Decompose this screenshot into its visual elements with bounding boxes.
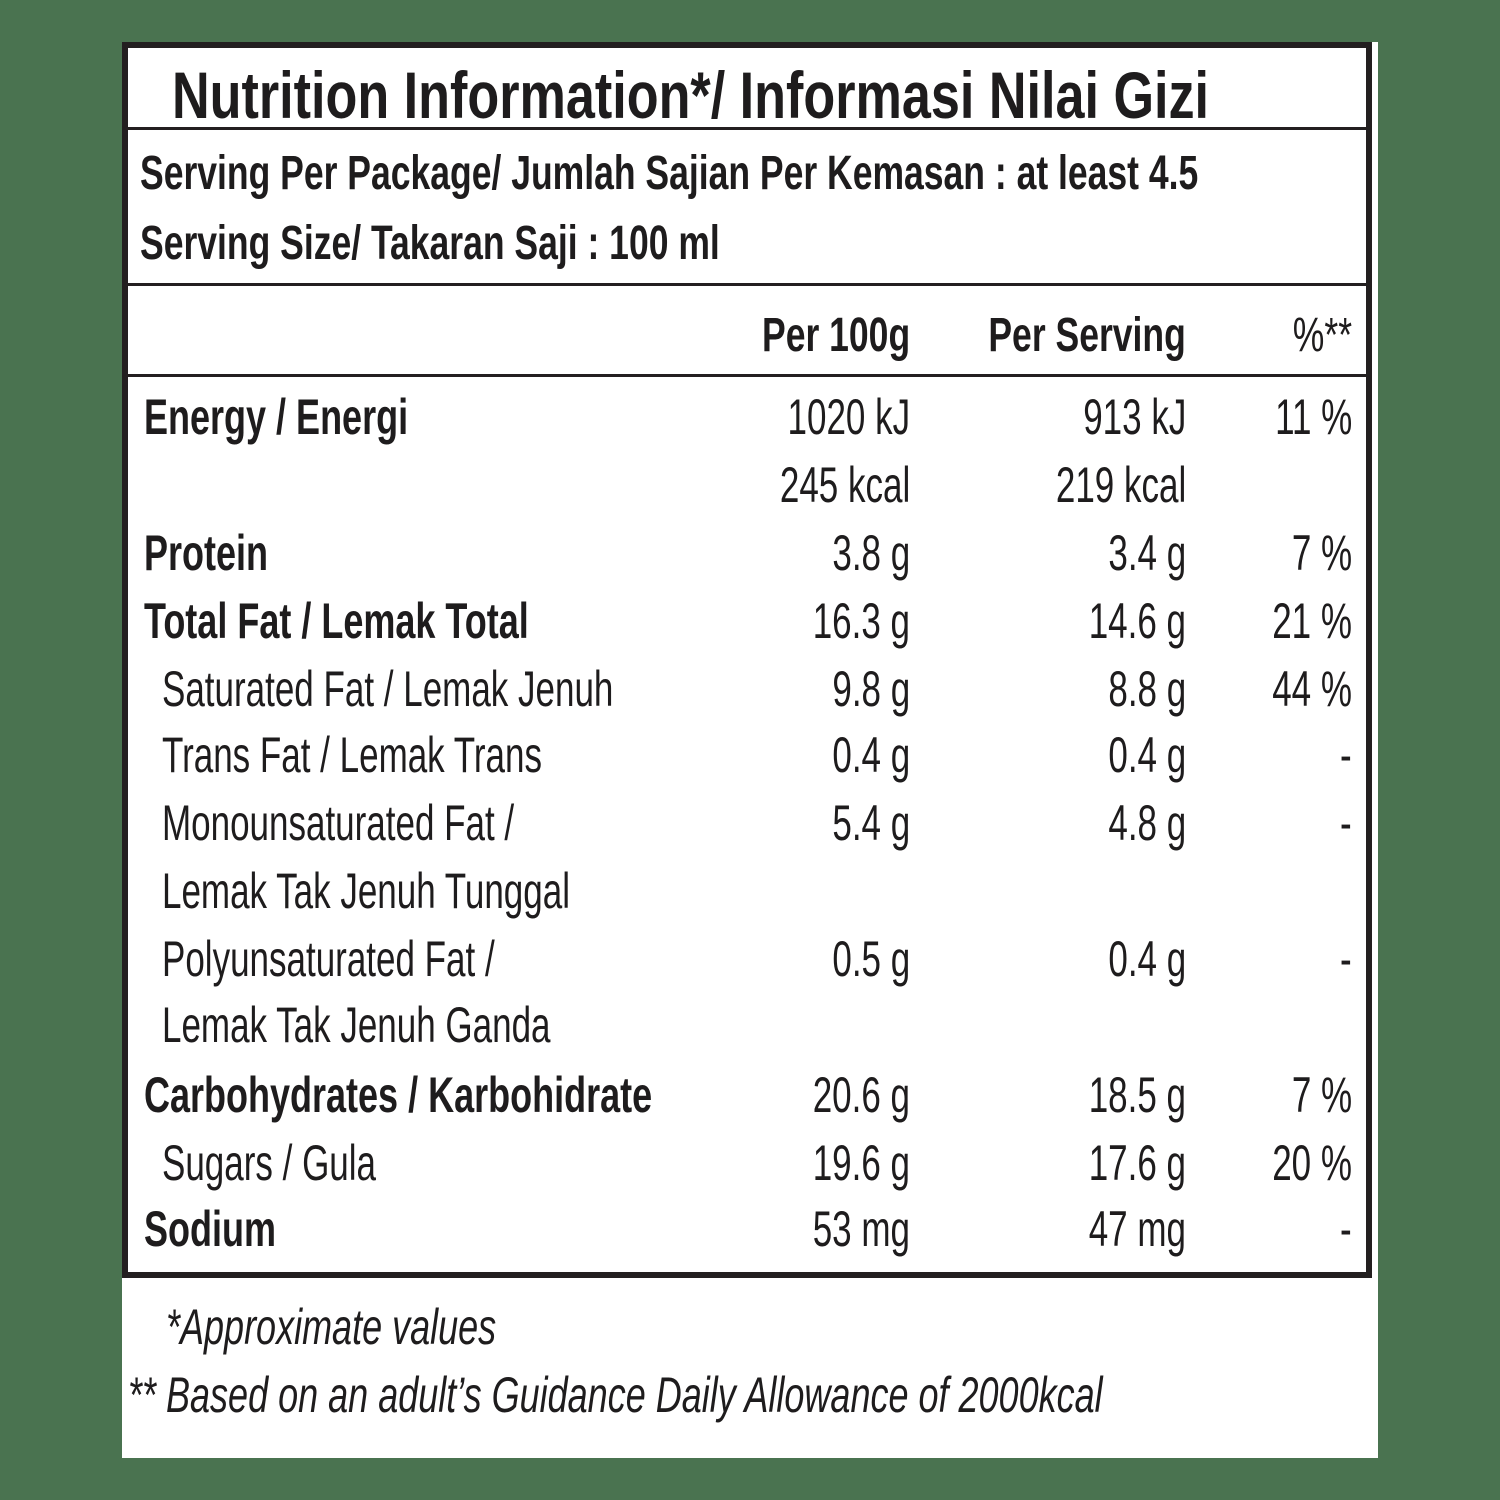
per-serving-value: 0.4 g xyxy=(1108,931,1186,987)
divider xyxy=(128,283,1366,286)
per-serving-value: 17.6 g xyxy=(1088,1135,1186,1191)
nutrient-label: Saturated Fat / Lemak Jenuh xyxy=(162,661,614,717)
nutrient-label: Lemak Tak Jenuh Ganda xyxy=(162,997,551,1053)
percent-value: 7 % xyxy=(1291,1067,1352,1123)
percent-value: - xyxy=(1340,1201,1352,1257)
per-100g-value: 245 kcal xyxy=(779,457,910,513)
column-header-per-100g: Per 100g xyxy=(761,309,910,362)
per-100g-value: 9.8 g xyxy=(832,661,910,717)
per-100g-value: 19.6 g xyxy=(812,1135,910,1191)
divider xyxy=(128,127,1366,130)
nutrient-label: Lemak Tak Jenuh Tunggal xyxy=(162,863,570,919)
per-serving-value: 14.6 g xyxy=(1088,593,1186,649)
nutrient-label: Sodium xyxy=(144,1201,276,1257)
per-serving-value: 3.4 g xyxy=(1108,525,1186,581)
footnote-gda: ** Based on an adult’s Guidance Daily Al… xyxy=(128,1367,1103,1423)
serving-size: Serving Size/ Takaran Saji : 100 ml xyxy=(140,217,720,270)
percent-value: 20 % xyxy=(1272,1135,1352,1191)
nutrient-label: Energy / Energi xyxy=(144,389,409,445)
per-100g-value: 3.8 g xyxy=(832,525,910,581)
percent-value: 21 % xyxy=(1272,593,1352,649)
percent-value: - xyxy=(1340,727,1352,783)
nutrient-label: Protein xyxy=(144,525,269,581)
per-100g-value: 53 mg xyxy=(812,1201,910,1257)
column-header-per-serving: Per Serving xyxy=(988,309,1186,362)
per-serving-value: 8.8 g xyxy=(1108,661,1186,717)
per-100g-value: 5.4 g xyxy=(832,795,910,851)
per-serving-value: 18.5 g xyxy=(1088,1067,1186,1123)
percent-value: - xyxy=(1340,931,1352,987)
per-100g-value: 16.3 g xyxy=(812,593,910,649)
nutrient-label: Trans Fat / Lemak Trans xyxy=(162,727,542,783)
per-100g-value: 20.6 g xyxy=(812,1067,910,1123)
percent-value: 7 % xyxy=(1291,525,1352,581)
per-serving-value: 913 kJ xyxy=(1082,389,1186,445)
per-100g-value: 1020 kJ xyxy=(787,389,910,445)
percent-value: - xyxy=(1340,795,1352,851)
column-header-percent: %** xyxy=(1292,309,1352,362)
per-serving-value: 0.4 g xyxy=(1108,727,1186,783)
percent-value: 44 % xyxy=(1272,661,1352,717)
per-100g-value: 0.5 g xyxy=(832,931,910,987)
divider xyxy=(128,374,1366,377)
percent-value: 11 % xyxy=(1274,389,1352,445)
nutrient-label: Carbohydrates / Karbohidrate xyxy=(144,1067,653,1123)
nutrient-label: Sugars / Gula xyxy=(162,1135,377,1191)
nutrient-label: Total Fat / Lemak Total xyxy=(144,593,529,649)
per-serving-value: 47 mg xyxy=(1088,1201,1186,1257)
nutrient-label: Monounsaturated Fat / xyxy=(162,795,515,851)
per-serving-value: 4.8 g xyxy=(1108,795,1186,851)
table-title: Nutrition Information*/ Informasi Nilai … xyxy=(172,58,1210,132)
nutrient-label: Polyunsaturated Fat / xyxy=(162,931,495,987)
per-serving-value: 219 kcal xyxy=(1055,457,1186,513)
footnote-approximate: *Approximate values xyxy=(166,1299,497,1355)
serving-per-package: Serving Per Package/ Jumlah Sajian Per K… xyxy=(140,147,1199,200)
per-100g-value: 0.4 g xyxy=(832,727,910,783)
nutrition-table: Nutrition Information*/ Informasi Nilai … xyxy=(122,42,1372,1278)
